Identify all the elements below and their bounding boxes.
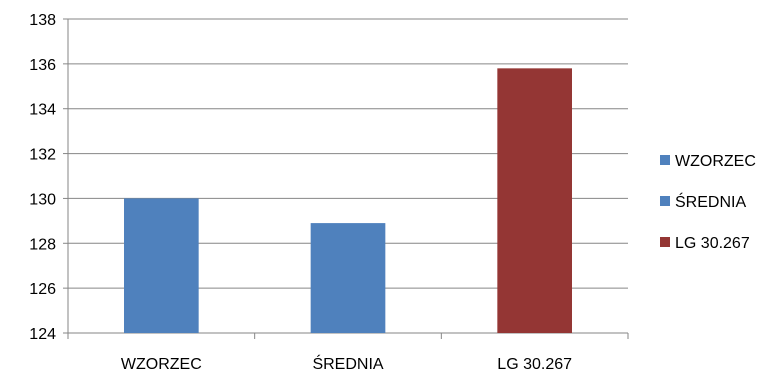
legend-label: WZORZEC <box>675 153 756 170</box>
x-category-label: WZORZEC <box>121 356 202 373</box>
y-tick-label: 132 <box>29 147 56 164</box>
y-tick-label: 136 <box>29 57 56 74</box>
legend-swatch <box>660 196 670 206</box>
y-tick-label: 130 <box>29 191 56 208</box>
x-category-label: ŚREDNIA <box>312 354 383 373</box>
x-category-label: LG 30.267 <box>497 356 572 373</box>
y-tick-label: 134 <box>29 102 56 119</box>
x-category-labels: WZORZEC ŚREDNIA LG 30.267 <box>121 354 572 373</box>
bar <box>310 223 386 333</box>
y-tick-labels: 124 126 128 130 132 134 136 138 <box>29 12 56 343</box>
legend: WZORZEC ŚREDNIA LG 30.267 <box>660 153 756 252</box>
legend-label: LG 30.267 <box>675 235 750 252</box>
y-tick-label: 128 <box>29 236 56 253</box>
y-tick-label: 138 <box>29 12 56 29</box>
bar <box>124 198 199 333</box>
bars <box>124 68 572 333</box>
y-tick-label: 126 <box>29 281 56 298</box>
legend-label: ŚREDNIA <box>675 192 746 211</box>
legend-swatch <box>660 155 670 165</box>
y-tick-label: 124 <box>29 326 56 343</box>
legend-swatch <box>660 237 670 247</box>
bar <box>497 68 572 333</box>
